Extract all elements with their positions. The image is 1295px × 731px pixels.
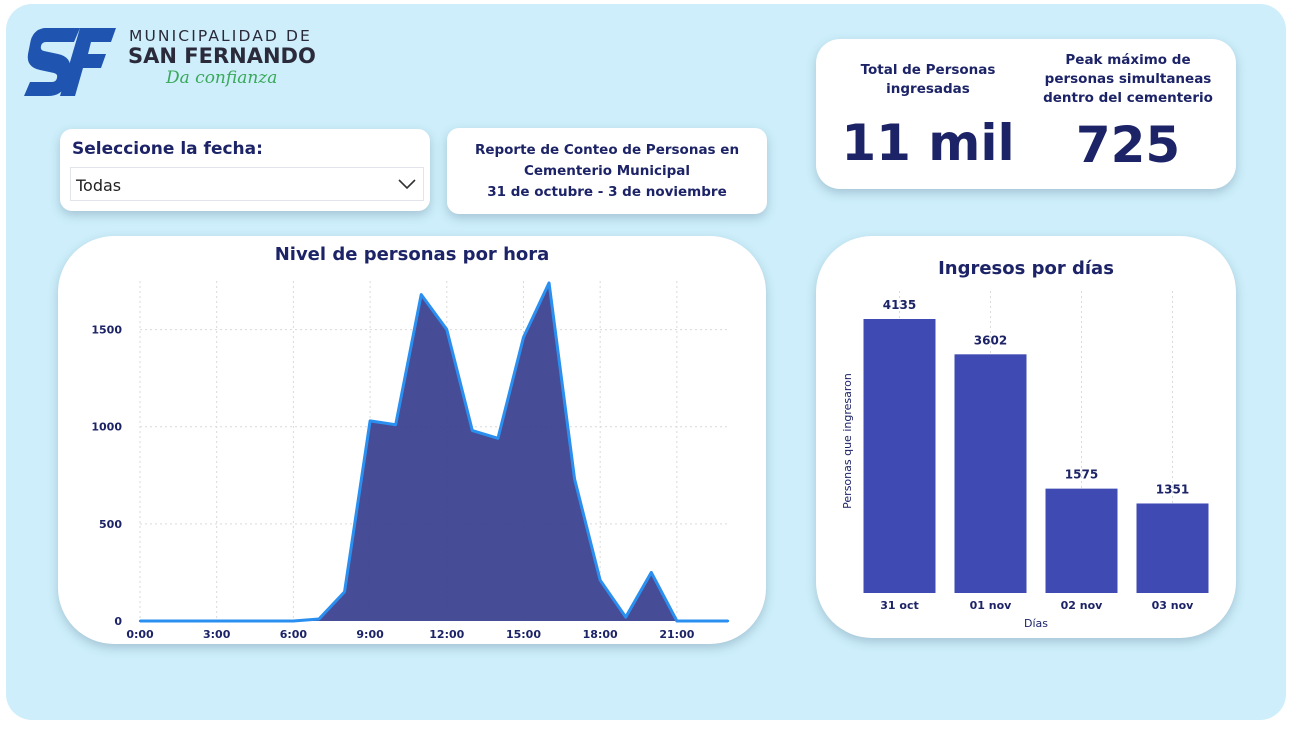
x-tick-label: 9:00 (356, 628, 384, 641)
kpi-peak: Peak máximo de personas simultaneas dent… (1028, 51, 1228, 173)
x-tick-label: 02 nov (1061, 599, 1104, 612)
kpi-peak-value: 725 (1075, 116, 1181, 174)
date-filter-dropdown[interactable]: Todas (70, 167, 424, 201)
daily-chart-title: Ingresos por días (938, 258, 1114, 279)
bar-data-label: 1575 (1065, 468, 1098, 482)
bar-data-label: 1351 (1156, 482, 1189, 496)
data-point (215, 619, 218, 623)
daily-bar-chart: 4135 31 oct 3602 01 nov 1575 02 nov 1351 03 nov… (841, 291, 1209, 630)
x-tick-label: 6:00 (280, 628, 308, 641)
sf-logo-mark (24, 28, 116, 96)
kpi-total: Total de Personas ingresadas 11 mil (828, 51, 1028, 171)
data-point (675, 619, 679, 623)
data-point (241, 619, 244, 623)
x-tick-label: 18:00 (583, 628, 618, 641)
x-tick-label: 01 nov (970, 599, 1013, 612)
data-point (368, 419, 372, 423)
data-point (189, 619, 193, 623)
data-point (547, 281, 551, 285)
bar-data-label: 3602 (974, 333, 1007, 347)
daily-chart-card: Ingresos por días 4135 31 oct 3602 01 nov 15… (816, 236, 1236, 638)
data-point (573, 477, 576, 481)
report-info-card: Reporte de Conteo de Personas en Cemente… (447, 128, 767, 214)
bar (863, 319, 936, 593)
hourly-area-chart: 0 500 1000 1500 0:00 3:00 6:00 9:00 12:00 15:00 18… (91, 281, 730, 641)
date-filter-card: Seleccione la fecha: Todas (60, 129, 430, 211)
x-tick-label: 21:00 (659, 628, 694, 641)
x-tick-label: 12:00 (429, 628, 464, 641)
y-tick-label: 0 (114, 615, 122, 628)
y-tick-label: 1500 (91, 324, 122, 337)
bar (1136, 503, 1209, 593)
data-point (445, 328, 448, 331)
kpi-card: Total de Personas ingresadas 11 mil Peak… (816, 39, 1236, 189)
kpi-total-value: 11 mil (841, 114, 1015, 172)
data-point (164, 619, 167, 623)
chevron-down-icon (398, 179, 416, 190)
data-point (266, 619, 270, 623)
data-point (726, 619, 730, 623)
report-line-1: Reporte de Conteo de Personas en (474, 141, 740, 158)
x-tick-label: 3:00 (203, 628, 231, 641)
bar (1045, 488, 1118, 593)
bar (954, 354, 1027, 593)
area-fill (140, 282, 728, 621)
data-point (650, 571, 653, 574)
data-point (420, 293, 423, 296)
y-axis-title: Personas que ingresaron (841, 373, 854, 509)
data-point (522, 336, 525, 339)
x-tick-label: 31 oct (880, 599, 918, 612)
kpi-total-label: Total de Personas ingresadas (860, 62, 996, 97)
data-point (624, 615, 627, 619)
data-point (138, 619, 142, 623)
data-point (701, 619, 704, 623)
data-point (598, 579, 602, 582)
data-point (292, 619, 295, 623)
data-point (394, 423, 397, 426)
data-point (496, 437, 500, 440)
hourly-chart-card: Nivel de personas por hora 0 500 1000 1500 0… (58, 236, 766, 644)
hourly-chart-title: Nivel de personas por hora (274, 244, 550, 265)
data-point (317, 617, 321, 621)
logo-text-line2: SAN FERNANDO (128, 44, 316, 68)
date-filter-title: Seleccione la fecha: (72, 139, 263, 159)
bar-data-label: 4135 (883, 298, 916, 312)
x-tick-label: 03 nov (1152, 599, 1195, 612)
kpi-peak-label: Peak máximo de personas simultaneas dent… (1043, 52, 1213, 106)
data-point (471, 429, 474, 432)
x-axis-title: Días (1024, 617, 1048, 630)
report-line-3: 31 de octubre - 3 de noviembre (487, 183, 727, 200)
data-point (343, 590, 346, 594)
report-line-2: Cementerio Municipal (523, 162, 691, 179)
date-filter-value: Todas (76, 176, 122, 195)
y-tick-label: 1000 (91, 421, 122, 434)
x-tick-label: 15:00 (506, 628, 541, 641)
logo-text-line1: MUNICIPALIDAD DE (129, 27, 312, 45)
series-line (140, 281, 728, 623)
x-tick-label: 0:00 (126, 628, 154, 641)
y-tick-label: 500 (99, 518, 122, 531)
logo-tagline: Da confianza (166, 68, 278, 88)
municipality-logo: MUNICIPALIDAD DE SAN FERNANDO Da confian… (22, 22, 322, 102)
